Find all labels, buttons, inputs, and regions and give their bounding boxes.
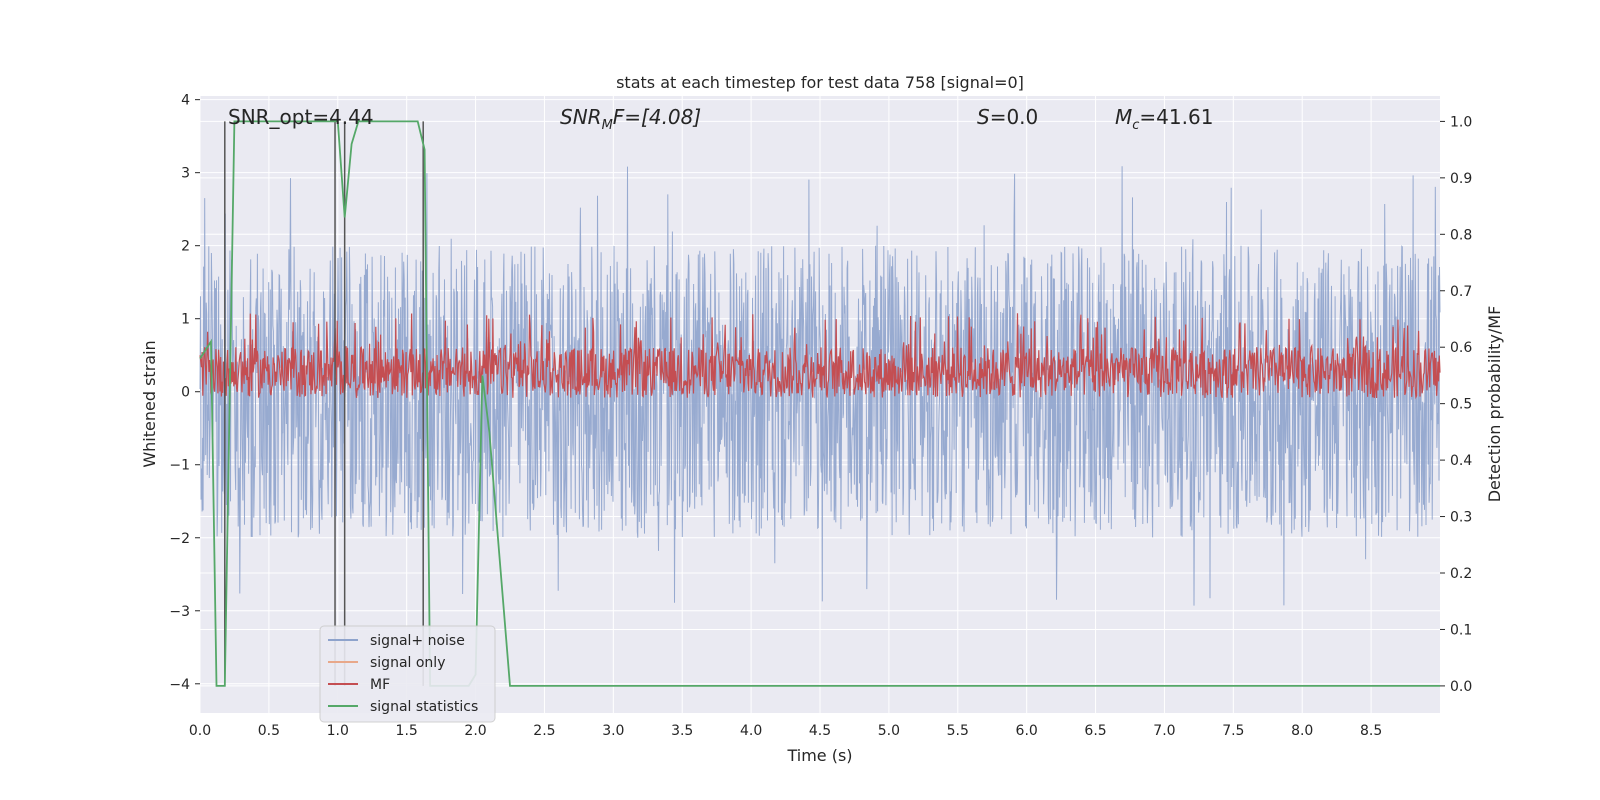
- mc-rest: =41.61: [1139, 105, 1213, 129]
- x-tick-label: 1.0: [327, 723, 349, 739]
- x-tick-label: 5.5: [947, 723, 969, 739]
- y-tick-label: −3: [169, 604, 190, 620]
- x-tick-label: 6.0: [1016, 723, 1038, 739]
- x-tick-label: 8.0: [1291, 723, 1313, 739]
- y-right-tick-label: 0.3: [1450, 510, 1472, 526]
- y-tick-label: −2: [169, 531, 190, 547]
- x-tick-label: 7.5: [1222, 723, 1244, 739]
- x-tick-label: 3.0: [602, 723, 624, 739]
- legend-box: [319, 625, 496, 723]
- legend-label-stats: signal statistics: [370, 699, 478, 715]
- y-ticks: 4 3 2 1 0 −1 −2 −3 −4: [169, 93, 200, 693]
- x-tick-label: 4.0: [740, 723, 762, 739]
- annotation-s: S=0.0: [977, 105, 1038, 129]
- x-tick-label: 5.0: [878, 723, 900, 739]
- y-ticks-right: 1.0 0.9 0.8 0.7 0.6 0.5 0.4 0.3 0.2 0.1 0.0: [1440, 114, 1472, 695]
- y-right-tick-label: 1.0: [1450, 114, 1472, 130]
- y-right-tick-label: 0.4: [1450, 453, 1472, 469]
- x-ticks: 0.0 0.5 1.0 1.5 2.0 2.5 3.0 3.5 4.0 4.5 5.0 5.5 6.0 6…: [189, 723, 1382, 739]
- y-right-tick-label: 0.8: [1450, 227, 1472, 243]
- x-tick-label: 6.5: [1084, 723, 1106, 739]
- s-label: S: [977, 105, 990, 129]
- y-right-tick-label: 0.7: [1450, 284, 1472, 300]
- x-tick-label: 1.5: [396, 723, 418, 739]
- chart-title: stats at each timestep for test data 758…: [616, 73, 1024, 92]
- x-tick-label: 4.5: [809, 723, 831, 739]
- snr-mf-rest: F=[4.08]: [613, 105, 701, 129]
- mc-sub: c: [1132, 118, 1139, 133]
- signal-noise-series: [199, 166, 1441, 606]
- x-tick-label: 2.0: [464, 723, 486, 739]
- y-tick-label: −4: [169, 677, 190, 693]
- annotation-mc: Mc=41.61: [1115, 105, 1213, 133]
- x-tick-label: 7.0: [1153, 723, 1175, 739]
- y-right-tick-label: 0.1: [1450, 622, 1472, 638]
- x-tick-label: 2.5: [533, 723, 555, 739]
- y-right-tick-label: 0.0: [1450, 679, 1472, 695]
- y-tick-label: 3: [181, 166, 190, 182]
- legend-label-noise: signal+ noise: [370, 633, 465, 649]
- x-tick-label: 8.5: [1360, 723, 1382, 739]
- mf-series: [199, 313, 1441, 400]
- s-rest: =0.0: [990, 105, 1039, 129]
- y-right-tick-label: 0.9: [1450, 171, 1472, 187]
- x-tick-label: 3.5: [671, 723, 693, 739]
- x-tick-label: 0.5: [258, 723, 280, 739]
- annotation-snr-opt: SNR_opt=4.44: [228, 105, 374, 129]
- y-right-tick-label: 0.2: [1450, 566, 1472, 582]
- legend-label-mf: MF: [370, 677, 390, 693]
- y-tick-label: −1: [169, 458, 190, 474]
- y-right-tick-label: 0.5: [1450, 397, 1472, 413]
- mf-line: [199, 313, 1441, 400]
- x-tick-label: 0.0: [189, 723, 211, 739]
- legend: signal+ noise signal only MF signal stat…: [319, 625, 496, 723]
- y-right-tick-label: 0.6: [1450, 340, 1472, 356]
- y-axis-label-right: Detection probability/MF: [1485, 306, 1504, 503]
- x-axis-label: Time (s): [786, 746, 852, 765]
- y-tick-label: 4: [181, 93, 190, 109]
- mc-base: M: [1115, 105, 1132, 129]
- signal-statistics-line: [199, 120, 1440, 687]
- signal-noise-line: [199, 166, 1441, 606]
- y-tick-label: 1: [181, 312, 190, 328]
- snr-mf-base: SNR: [560, 105, 602, 129]
- y-axis-label: Whitened strain: [140, 340, 159, 467]
- y-tick-label: 0: [181, 385, 190, 401]
- signal-statistics-series: [199, 120, 1440, 687]
- snr-mf-sub: M: [602, 118, 613, 133]
- legend-label-signal-only: signal only: [370, 655, 445, 671]
- y-tick-label: 2: [181, 239, 190, 255]
- annotation-snr-mf: SNRMF=[4.08]: [560, 105, 701, 133]
